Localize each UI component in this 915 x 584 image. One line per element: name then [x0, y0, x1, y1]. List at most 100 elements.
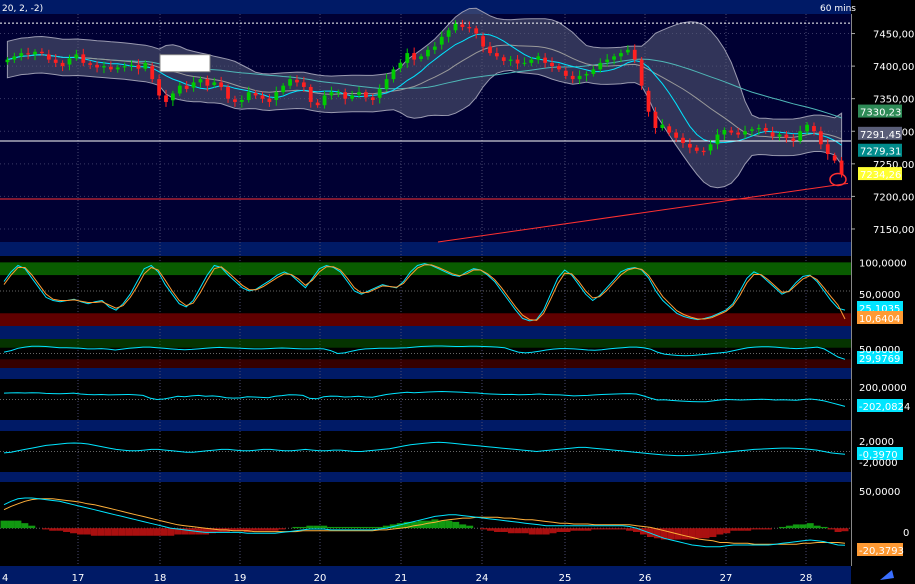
header-strip [0, 0, 915, 14]
macd-histogram-bar [403, 521, 411, 529]
highlight-circle [829, 172, 847, 187]
candle-body [150, 66, 155, 80]
candle-body [791, 138, 796, 142]
candle-body [60, 62, 65, 67]
candle-body [184, 85, 189, 89]
candle-body [67, 58, 72, 65]
x-tick-label: 18 [154, 573, 167, 584]
macd-histogram-bar [354, 526, 362, 529]
candle-body [577, 75, 582, 80]
macd-histogram-bar [396, 523, 404, 529]
candle-body [557, 66, 561, 70]
macd-histogram-bar [174, 528, 182, 535]
stochastic-tick-label: 50,0000 [859, 290, 900, 301]
macd-histogram-bar [250, 528, 258, 531]
macd-histogram-bar [528, 528, 536, 535]
macd-histogram-bar [639, 528, 647, 535]
macd-histogram-bar [21, 523, 29, 529]
candle-body [53, 59, 58, 63]
price-panel[interactable]: 7403,69 [0, 7, 851, 243]
macd-histogram-bar [111, 528, 119, 536]
macd-histogram-bar [70, 528, 77, 534]
candle-body [88, 63, 93, 65]
rsi-value-label: 29,9769 [859, 354, 900, 365]
candle-body [426, 49, 430, 57]
macd-histogram-bar [28, 525, 36, 529]
candle-body [453, 23, 458, 31]
macd-histogram-bar [758, 528, 766, 530]
macd-histogram-bar [507, 528, 515, 534]
candle-body [198, 79, 203, 83]
candle-body [460, 24, 465, 28]
stochastic-tick-label: 100,0000 [859, 258, 907, 269]
candle-body [274, 92, 279, 100]
macd-histogram-bar [730, 528, 738, 531]
candle-body [219, 82, 224, 87]
cci-value-box [857, 399, 903, 412]
macd-histogram-bar [716, 528, 724, 535]
macd-histogram-bar [445, 520, 453, 529]
price-tick-label: 7150,00 [873, 225, 914, 236]
candle-body [377, 88, 382, 98]
candle-body [522, 62, 527, 64]
price-tooltip-value: 7403,69 [163, 60, 204, 71]
price-label-box [858, 126, 902, 140]
price-tooltip-box [159, 54, 211, 73]
macd-histogram-bar [487, 528, 495, 531]
stochastic-series-line [3, 263, 846, 322]
macd-histogram-bar [667, 528, 675, 540]
candle-body [205, 79, 210, 86]
grid-lines [0, 14, 851, 566]
candle-body [253, 92, 258, 96]
rsi-oversold-zone [0, 359, 851, 368]
panel-separator-strip [0, 368, 915, 379]
oscillator-panels [0, 262, 851, 548]
macd-histogram-bar [584, 528, 592, 531]
candle-body [750, 129, 754, 131]
candle-body [584, 73, 589, 76]
candle-body [715, 134, 720, 145]
candle-body [412, 53, 417, 60]
rsi-series-line [3, 345, 846, 360]
candle-body [46, 54, 51, 60]
macd-histogram-bar [63, 528, 71, 532]
candle-body [488, 46, 492, 54]
price-label-box [858, 104, 902, 118]
candle-body [122, 66, 127, 68]
macd-histogram-bar [153, 528, 161, 536]
macd-histogram-bar [243, 528, 251, 532]
candle-body [315, 102, 320, 106]
cci-value-label: 200,0000 [859, 383, 907, 394]
candle-body [784, 134, 789, 138]
macd-histogram-bar [633, 528, 640, 532]
price-tick-label: 7200,00 [873, 192, 914, 203]
candle-body [405, 53, 410, 63]
candle-body [467, 27, 472, 29]
x-tick-label: 28 [800, 573, 813, 584]
axis-labels: 17 18 19 20 21 24 25 26 27 28 4 7450,00 7400,00 7350,… [2, 30, 914, 584]
candle-body [729, 130, 734, 133]
macd-histogram-bar [494, 528, 501, 532]
candle-body [12, 56, 17, 60]
macd-histogram-bar [348, 526, 355, 529]
candle-body [239, 99, 244, 102]
price-tick-label: 7250,00 [873, 160, 914, 171]
macd-value-label: 0 [903, 528, 909, 539]
candle-body [674, 132, 679, 138]
macd-histogram-bar [827, 528, 835, 530]
panel-separator-strip [0, 566, 915, 584]
candle-body [598, 62, 603, 70]
candle-body [667, 126, 672, 133]
macd-histogram-bar [104, 528, 112, 536]
macd-histogram-bar [681, 528, 689, 540]
candle-body [419, 56, 423, 59]
stochastic-value-label: 25,1035 [859, 304, 900, 315]
candle-body [825, 144, 830, 155]
macd-histogram-bar [118, 528, 126, 536]
macd-histogram-bar [834, 528, 842, 532]
macd-histogram-bar [646, 528, 654, 538]
stochastic-oversold-zone [0, 313, 851, 326]
macd-histogram-bar [695, 528, 703, 539]
macd-histogram-bar [382, 525, 390, 529]
candle-body [722, 129, 727, 135]
